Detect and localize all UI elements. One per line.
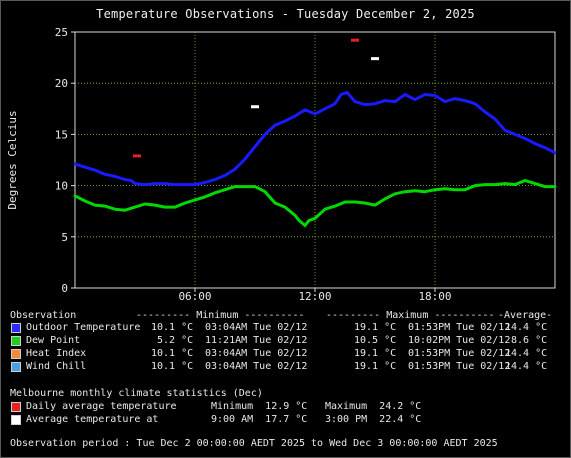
y-tick-label: 20 — [55, 77, 68, 90]
daily-average-label: Daily average temperature — [26, 401, 177, 412]
average-at-3pm: 3:00 PM 22.4 °C — [325, 414, 422, 425]
wind-chill-average: 14.4 °C — [505, 361, 548, 372]
outdoor-temperature-label: Outdoor Temperature — [26, 322, 141, 333]
y-tick-label: 25 — [55, 26, 68, 39]
heat-index-min-time: 03:04AM Tue 02/12 — [205, 348, 308, 359]
dew-point-swatch — [11, 336, 21, 346]
wind-chill-min-time: 03:04AM Tue 02/12 — [205, 361, 308, 372]
wind-chill-label: Wind Chill — [26, 361, 87, 372]
heat-index-label: Heat Index — [26, 348, 87, 359]
heat-index-min-value: 10.1 °C — [151, 348, 194, 359]
y-tick-label: 0 — [61, 282, 68, 295]
y-tick-label: 10 — [55, 180, 68, 193]
col-header-observation: Observation — [10, 310, 77, 321]
daily-average-marker — [351, 38, 359, 42]
dew-point-average: 8.6 °C — [511, 335, 548, 346]
average-at-label: Average temperature at — [26, 414, 159, 425]
wind-chill-max-value: 19.1 °C — [354, 361, 397, 372]
dew-point-max-value: 10.5 °C — [354, 335, 397, 346]
heat-index-average: 14.4 °C — [505, 348, 548, 359]
daily-average-minimum: Minimum 12.9 °C — [211, 401, 308, 412]
average-at-swatch — [11, 415, 21, 425]
col-header-minimum: --------- Minimum ---------- — [136, 310, 305, 321]
outdoor-temperature-min-value: 10.1 °C — [151, 322, 194, 333]
dew-point-max-time: 10:02PM Tue 02/12 — [408, 335, 511, 346]
average-temperature-marker — [371, 57, 379, 61]
x-tick-label: 06:00 — [178, 290, 211, 300]
heat-index-swatch — [11, 349, 21, 359]
observation-period: Observation period : Tue Dec 2 00:00:00 … — [10, 438, 498, 449]
outdoor-temperature-average: 14.4 °C — [505, 322, 548, 333]
average-at-9am: 9:00 AM 17.7 °C — [211, 414, 308, 425]
series-line-dew-point — [73, 179, 557, 227]
y-tick-label: 15 — [55, 128, 68, 141]
temperature-chart: 0 5 10 15 20 25 06:00 12:00 18:00 Degrees Celcius — [6, 26, 557, 300]
heat-index-max-value: 19.1 °C — [354, 348, 397, 359]
plot-area — [74, 31, 556, 289]
wind-chill-min-value: 10.1 °C — [151, 361, 194, 372]
daily-average-swatch — [11, 402, 21, 412]
outdoor-temperature-swatch — [11, 323, 21, 333]
y-tick-label: 5 — [61, 231, 68, 244]
outdoor-temperature-min-time: 03:04AM Tue 02/12 — [205, 322, 308, 333]
heat-index-max-time: 01:53PM Tue 02/12 — [408, 348, 511, 359]
x-tick-label: 18:00 — [418, 290, 451, 300]
climate-stats-title: Melbourne monthly climate statistics (De… — [10, 388, 263, 399]
dew-point-min-value: 5.2 °C — [157, 335, 194, 346]
y-axis-label: Degrees Celcius — [6, 110, 19, 209]
outdoor-temperature-max-time: 01:53PM Tue 02/12 — [408, 322, 511, 333]
series-line-outdoor-temperature — [73, 90, 557, 187]
x-tick-label: 12:00 — [298, 290, 331, 300]
daily-average-marker — [133, 154, 141, 158]
dew-point-label: Dew Point — [26, 335, 81, 346]
dew-point-min-time: 11:21AM Tue 02/12 — [205, 335, 308, 346]
col-header-maximum: --------- Maximum ---------- — [326, 310, 495, 321]
wind-chill-max-time: 01:53PM Tue 02/12 — [408, 361, 511, 372]
chart-title: Temperature Observations - Tuesday Decem… — [96, 7, 475, 21]
wind-chill-swatch — [11, 362, 21, 372]
outdoor-temperature-max-value: 19.1 °C — [354, 322, 397, 333]
daily-average-maximum: Maximum 24.2 °C — [325, 401, 422, 412]
col-header-average: -Average- — [498, 310, 553, 321]
average-temperature-marker — [251, 105, 259, 109]
